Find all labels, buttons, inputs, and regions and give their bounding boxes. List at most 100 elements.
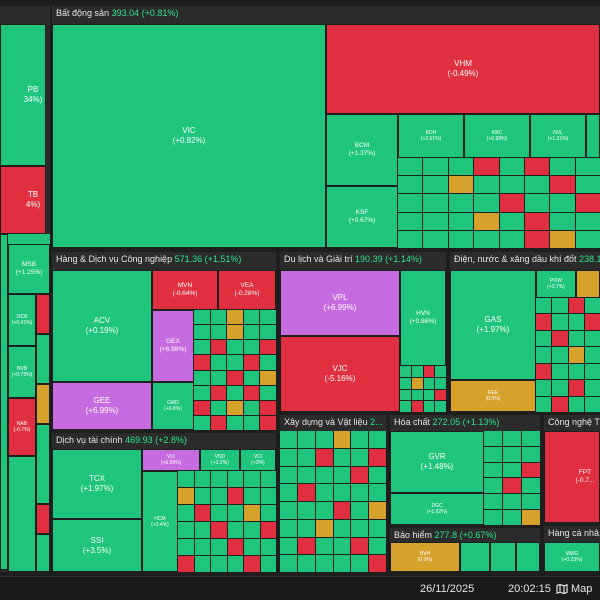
tile-msb[interactable]: MSB (+1.25%) xyxy=(8,244,50,294)
mini-tile[interactable] xyxy=(351,466,369,484)
mini-tile[interactable] xyxy=(244,488,260,504)
mini-tile[interactable] xyxy=(351,484,369,501)
mini-tile[interactable] xyxy=(522,494,540,510)
tile-fpt[interactable]: FPT (-0.7... xyxy=(544,431,600,523)
mini-tile[interactable] xyxy=(243,325,260,340)
mini-tile[interactable] xyxy=(536,396,552,412)
tile-kdh[interactable]: KDH (+2.61%) xyxy=(398,114,464,158)
mini-tile[interactable] xyxy=(423,230,448,248)
mini-tile[interactable] xyxy=(211,522,227,538)
mini-tile[interactable] xyxy=(194,400,210,415)
mini-tile[interactable] xyxy=(522,431,540,446)
mini-tile[interactable] xyxy=(210,355,227,370)
tile-pow[interactable]: POW (+2.7%) xyxy=(536,270,576,298)
mini-tile[interactable] xyxy=(210,310,227,325)
mini-tile[interactable] xyxy=(448,176,474,194)
mini-tile[interactable] xyxy=(552,314,568,330)
mini-tile[interactable] xyxy=(260,355,276,370)
tile-nvl[interactable]: NVL (+1.31%) xyxy=(530,114,586,158)
mini-tile[interactable] xyxy=(423,377,435,389)
mini-tile[interactable] xyxy=(227,556,243,572)
mini-tile[interactable] xyxy=(280,484,297,501)
mini-tile[interactable] xyxy=(550,212,575,230)
mini-tile[interactable] xyxy=(315,448,333,466)
mini-tile[interactable] xyxy=(280,555,297,572)
mini-tile[interactable] xyxy=(369,448,386,466)
mini-tile[interactable] xyxy=(333,466,351,484)
mini-tile[interactable] xyxy=(524,230,550,248)
tile-bank-small-e[interactable] xyxy=(36,504,50,534)
mini-tile[interactable] xyxy=(524,176,550,194)
mini-tile[interactable] xyxy=(227,415,243,430)
tile-nab[interactable]: NAB (-0.7%) xyxy=(8,398,36,456)
mini-tile[interactable] xyxy=(194,539,210,555)
mini-tile[interactable] xyxy=(474,176,499,194)
mini-tile[interactable] xyxy=(194,488,210,504)
mini-tile[interactable] xyxy=(333,555,351,572)
mini-tile[interactable] xyxy=(244,556,260,572)
mini-tile[interactable] xyxy=(333,537,351,555)
mini-tile[interactable] xyxy=(524,194,550,212)
tile-ree[interactable]: REE (0.0%) xyxy=(450,380,536,412)
tile-gee[interactable]: GEE (+6.99%) xyxy=(52,382,152,430)
mini-tile[interactable] xyxy=(423,212,448,230)
mini-tile[interactable] xyxy=(552,298,568,314)
mini-tile[interactable] xyxy=(522,478,540,494)
mini-tile[interactable] xyxy=(194,340,210,355)
mini-tile[interactable] xyxy=(398,158,423,176)
mini-tile[interactable] xyxy=(552,363,568,380)
mini-tile[interactable] xyxy=(474,230,499,248)
mini-tile[interactable] xyxy=(423,389,435,401)
mini-tile[interactable] xyxy=(194,415,210,430)
mini-tile[interactable] xyxy=(243,370,260,385)
mini-tile[interactable] xyxy=(423,366,435,377)
mini-tile[interactable] xyxy=(260,488,276,504)
mini-tile[interactable] xyxy=(280,431,297,448)
mini-tile[interactable] xyxy=(315,431,333,448)
mini-tile[interactable] xyxy=(351,519,369,537)
mini-tile[interactable] xyxy=(297,448,315,466)
tile-vci[interactable]: VCI (+3%) xyxy=(240,449,276,471)
mini-tile[interactable] xyxy=(351,502,369,519)
mini-tile[interactable] xyxy=(369,431,386,448)
tile-mwg[interactable]: MWG (+0.23%) xyxy=(544,542,600,572)
mini-tile[interactable] xyxy=(503,446,521,462)
mini-tile[interactable] xyxy=(243,400,260,415)
mini-tile[interactable] xyxy=(227,400,243,415)
mini-tile[interactable] xyxy=(351,431,369,448)
mini-tile[interactable] xyxy=(297,537,315,555)
mini-tile[interactable] xyxy=(369,484,386,501)
tile-ins-c[interactable] xyxy=(516,542,540,572)
mini-tile[interactable] xyxy=(423,401,435,412)
tile-tcx[interactable]: TCX (+1.97%) xyxy=(52,449,142,519)
mini-tile[interactable] xyxy=(411,389,423,401)
mini-tile[interactable] xyxy=(243,385,260,400)
mini-tile[interactable] xyxy=(400,377,411,389)
mini-tile[interactable] xyxy=(536,363,552,380)
mini-tile[interactable] xyxy=(333,431,351,448)
mini-tile[interactable] xyxy=(575,176,600,194)
mini-tile[interactable] xyxy=(210,400,227,415)
mini-tile[interactable] xyxy=(315,519,333,537)
mini-tile[interactable] xyxy=(584,380,600,396)
mini-tile[interactable] xyxy=(484,478,502,494)
tile-nvb[interactable]: NVB (+0.73%) xyxy=(8,346,36,398)
mini-tile[interactable] xyxy=(227,471,243,487)
tile-bank-small-a[interactable] xyxy=(36,294,50,334)
mini-tile[interactable] xyxy=(227,355,243,370)
mini-tile[interactable] xyxy=(244,505,260,521)
mini-tile[interactable] xyxy=(194,370,210,385)
mini-tile[interactable] xyxy=(178,556,194,572)
mini-tile[interactable] xyxy=(575,230,600,248)
mini-tile[interactable] xyxy=(315,555,333,572)
tile-acv[interactable]: ACV (+0.19%) xyxy=(52,270,152,382)
mini-tile[interactable] xyxy=(400,389,411,401)
mini-tile[interactable] xyxy=(423,158,448,176)
mini-tile[interactable] xyxy=(499,230,524,248)
mini-tile[interactable] xyxy=(484,510,502,525)
mini-tile[interactable] xyxy=(568,396,584,412)
mini-tile[interactable] xyxy=(260,340,276,355)
mini-tile[interactable] xyxy=(297,519,315,537)
mini-tile[interactable] xyxy=(499,212,524,230)
mini-tile[interactable] xyxy=(244,471,260,487)
